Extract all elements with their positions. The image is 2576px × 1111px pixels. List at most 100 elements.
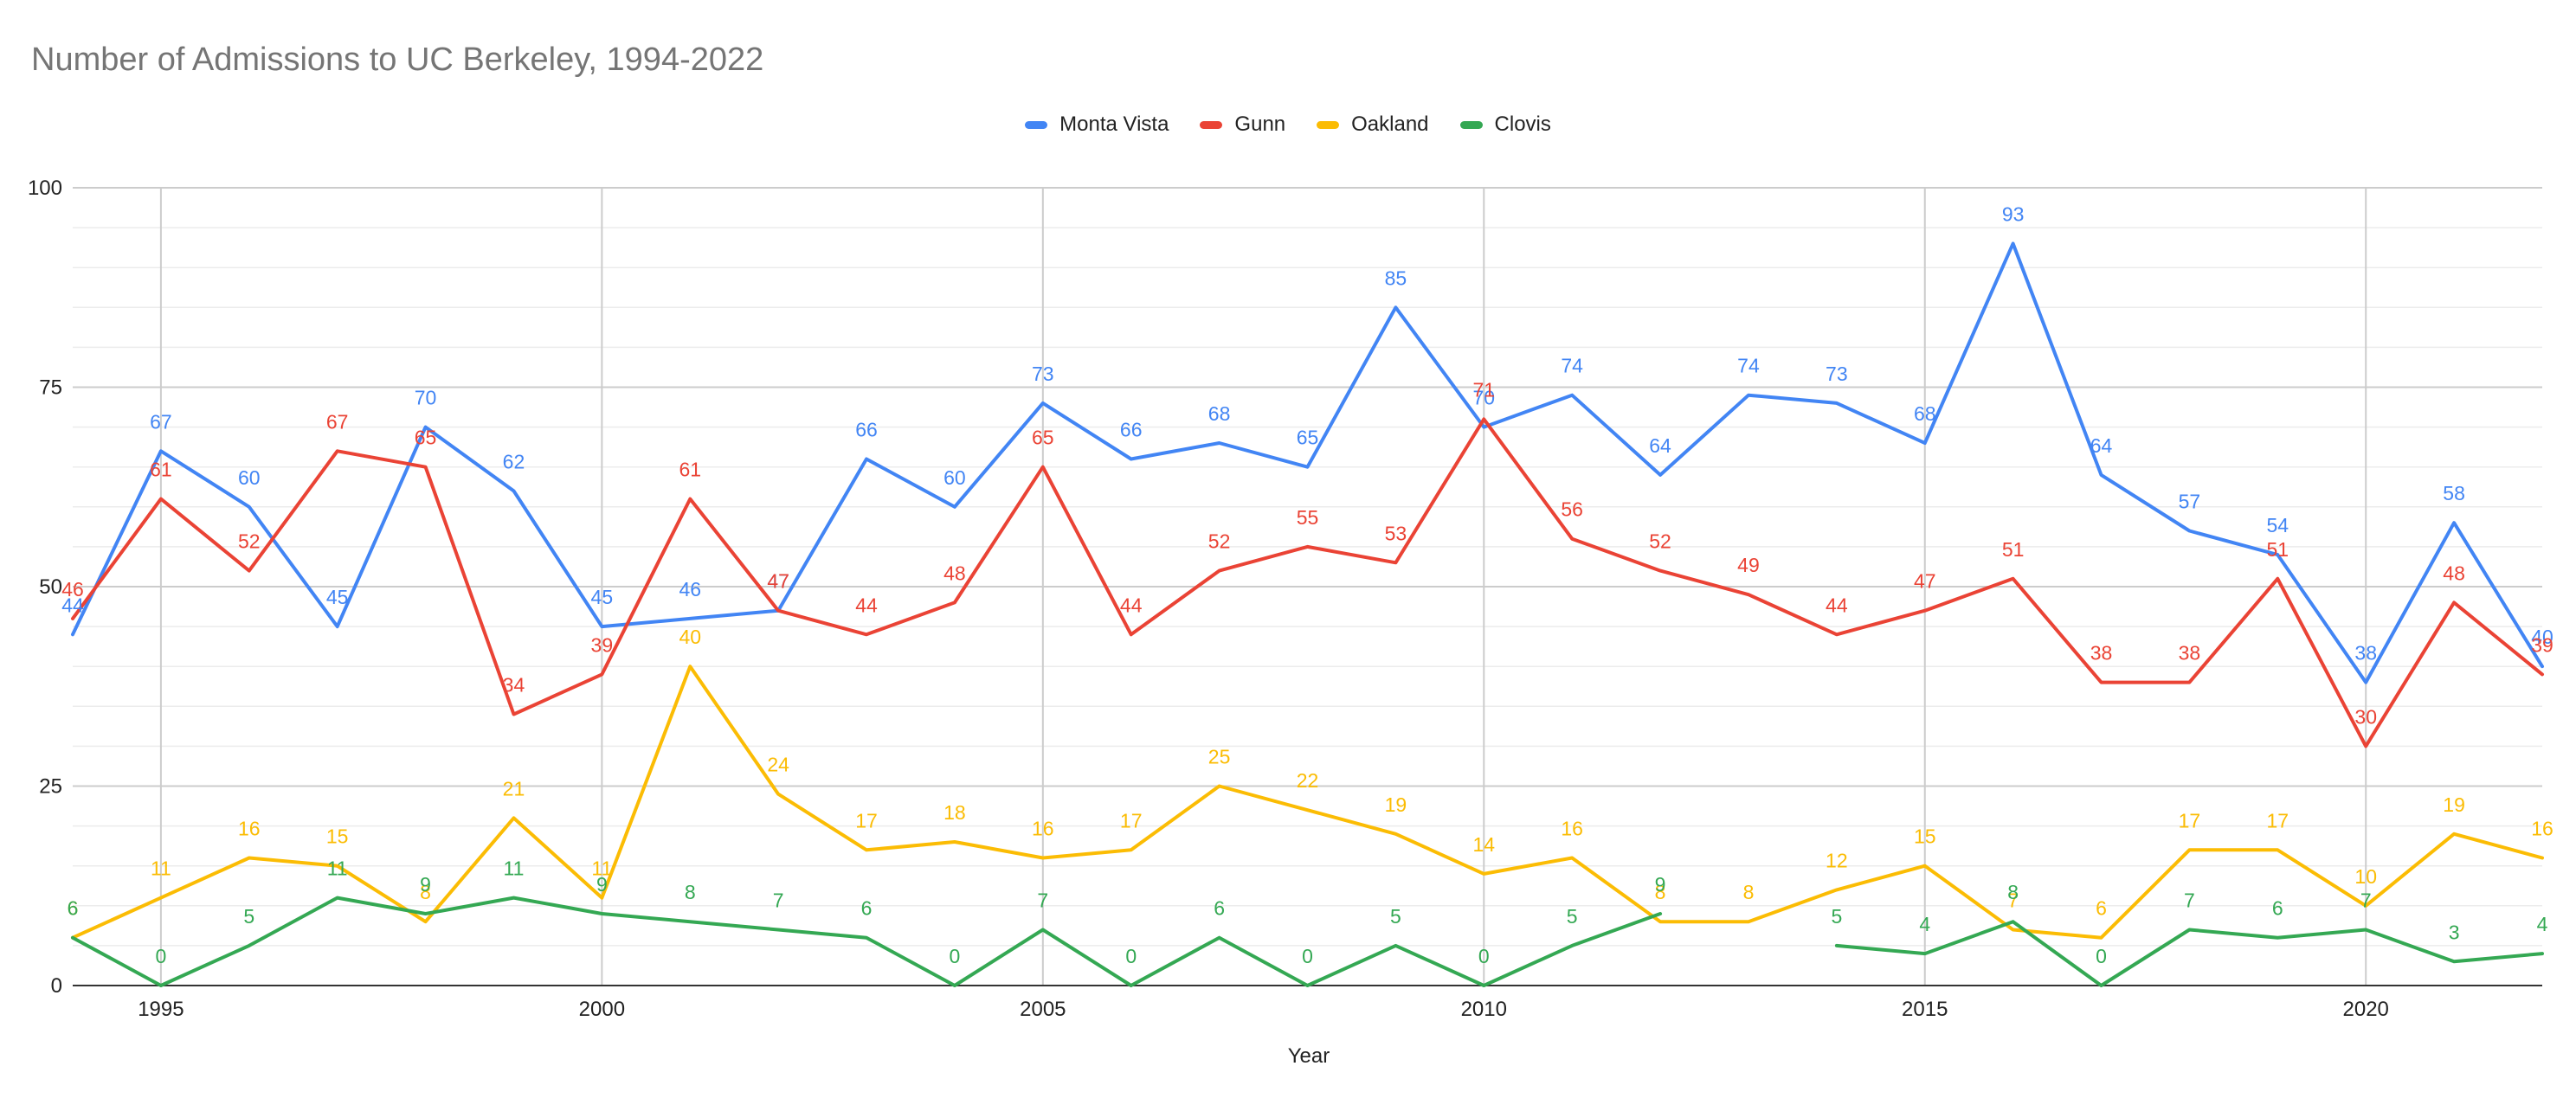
data-label: 68 xyxy=(1914,402,1936,425)
data-label: 44 xyxy=(1120,594,1143,616)
data-label: 68 xyxy=(1208,402,1231,425)
data-label: 7 xyxy=(2360,889,2372,911)
data-label: 38 xyxy=(2090,642,2113,665)
data-label: 38 xyxy=(2179,642,2201,665)
data-label: 52 xyxy=(1208,530,1231,553)
data-label: 51 xyxy=(2002,538,2025,561)
data-label: 4 xyxy=(2537,913,2548,935)
x-tick-label: 2020 xyxy=(2343,998,2389,1021)
data-label: 0 xyxy=(950,945,961,967)
data-label: 52 xyxy=(238,530,261,553)
data-label: 18 xyxy=(943,801,966,824)
data-label: 17 xyxy=(2179,809,2201,832)
data-label: 65 xyxy=(1032,427,1054,449)
legend-item: Gunn xyxy=(1200,112,1285,137)
data-label: 9 xyxy=(596,873,608,896)
data-label: 55 xyxy=(1297,506,1319,529)
data-label: 47 xyxy=(767,570,789,593)
legend-swatch xyxy=(1317,120,1340,129)
data-label: 4 xyxy=(1919,913,1930,935)
data-label: 5 xyxy=(243,905,254,928)
data-label: 16 xyxy=(2531,817,2553,839)
data-label: 11 xyxy=(327,857,348,880)
series-line xyxy=(71,896,1663,987)
data-label: 61 xyxy=(679,459,701,481)
data-label: 44 xyxy=(1826,594,1848,616)
data-label: 6 xyxy=(1214,897,1225,920)
data-label: 15 xyxy=(1914,825,1936,848)
data-label: 60 xyxy=(943,466,966,489)
data-label: 6 xyxy=(68,897,79,920)
data-label: 66 xyxy=(855,418,878,440)
data-label: 57 xyxy=(2179,490,2201,512)
data-label: 56 xyxy=(1561,498,1583,521)
data-label: 70 xyxy=(1472,387,1495,409)
y-tick-label: 50 xyxy=(39,575,62,599)
data-label: 64 xyxy=(2090,434,2113,457)
y-tick-label: 75 xyxy=(39,376,62,400)
y-tick-label: 100 xyxy=(28,177,62,200)
data-label: 6 xyxy=(861,897,873,920)
x-tick-label: 1995 xyxy=(138,998,184,1021)
data-label: 70 xyxy=(415,387,437,409)
data-label: 40 xyxy=(679,626,701,648)
data-label: 67 xyxy=(150,410,172,433)
data-label: 30 xyxy=(2354,705,2377,728)
data-label: 73 xyxy=(1826,363,1848,385)
data-label: 16 xyxy=(238,817,261,839)
legend-label: Oakland xyxy=(1351,112,1429,136)
data-label: 7 xyxy=(773,889,784,911)
y-tick-label: 0 xyxy=(51,974,62,998)
data-label: 47 xyxy=(767,570,789,593)
data-label: 40 xyxy=(2531,626,2553,648)
data-label: 73 xyxy=(1032,363,1054,385)
legend-label: Monta Vista xyxy=(1059,112,1169,136)
data-label: 8 xyxy=(1655,881,1666,903)
data-label: 46 xyxy=(679,578,701,600)
data-label: 21 xyxy=(503,777,525,800)
data-label: 48 xyxy=(943,562,966,584)
data-label: 74 xyxy=(1737,355,1760,377)
legend-swatch xyxy=(1459,120,1483,129)
legend-item: Clovis xyxy=(1459,112,1551,137)
legend-swatch xyxy=(1025,120,1048,129)
data-label: 10 xyxy=(2354,865,2377,888)
series-line xyxy=(71,665,2544,940)
data-label: 49 xyxy=(1737,554,1760,576)
data-label: 5 xyxy=(1567,905,1578,928)
data-label: 0 xyxy=(2096,945,2107,967)
data-label: 24 xyxy=(767,754,789,776)
data-label: 66 xyxy=(1120,418,1143,440)
data-label: 47 xyxy=(1914,570,1936,593)
data-label: 11 xyxy=(591,857,612,880)
data-label: 16 xyxy=(1561,817,1583,839)
data-label: 74 xyxy=(1561,355,1583,377)
data-label: 34 xyxy=(503,674,525,697)
legend-swatch xyxy=(1200,120,1223,129)
data-label: 5 xyxy=(1831,905,1842,928)
data-label: 93 xyxy=(2002,203,2025,226)
data-label: 51 xyxy=(2267,538,2289,561)
data-label: 25 xyxy=(1208,746,1231,768)
data-label: 0 xyxy=(1302,945,1313,967)
series-lines xyxy=(71,241,2544,987)
data-label: 12 xyxy=(1826,849,1848,871)
data-label: 67 xyxy=(326,410,349,433)
x-tick-label: 2010 xyxy=(1461,998,1507,1021)
data-label: 65 xyxy=(1297,427,1319,449)
data-label: 17 xyxy=(855,809,878,832)
series-line xyxy=(71,417,2544,748)
data-label: 15 xyxy=(326,825,349,848)
legend-item: Oakland xyxy=(1317,112,1429,137)
gridlines xyxy=(73,187,2542,986)
data-label: 46 xyxy=(61,578,84,600)
legend-label: Gunn xyxy=(1234,112,1286,136)
x-axis-title: Year xyxy=(1287,1044,1330,1068)
data-label: 14 xyxy=(1472,833,1495,856)
data-label: 9 xyxy=(420,873,431,896)
data-label: 53 xyxy=(1385,522,1407,544)
data-label: 39 xyxy=(591,633,614,656)
data-label: 65 xyxy=(415,427,437,449)
data-label: 52 xyxy=(1649,530,1671,553)
